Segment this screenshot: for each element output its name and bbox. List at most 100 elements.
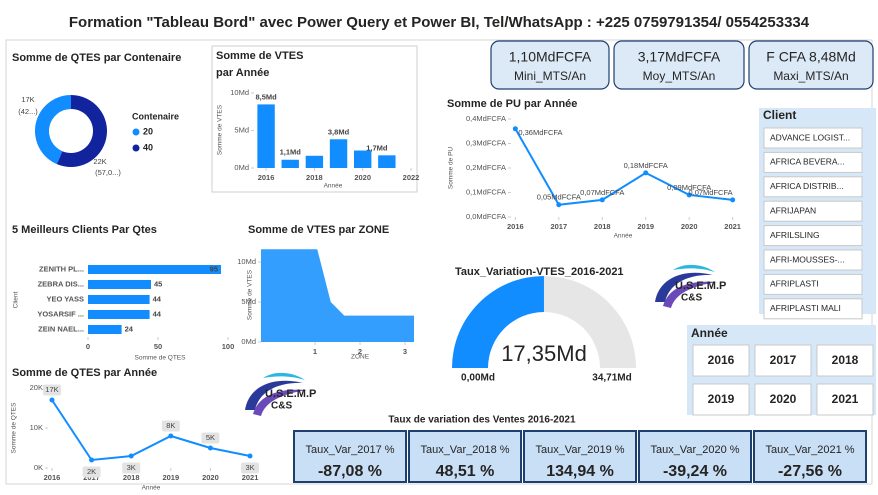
line-point bbox=[247, 453, 253, 459]
legend-marker bbox=[132, 144, 140, 152]
line-point bbox=[512, 126, 518, 132]
table-value: -27,56 % bbox=[778, 463, 842, 480]
logo-text: C&S bbox=[681, 293, 702, 304]
slicer-button[interactable] bbox=[692, 383, 750, 416]
data-label: 5K bbox=[206, 433, 215, 442]
line-point bbox=[49, 397, 55, 403]
slicer-item[interactable] bbox=[763, 151, 863, 173]
data-label: 17K bbox=[45, 385, 58, 394]
slicer-button-label: 2021 bbox=[832, 392, 859, 406]
y-tick-label: 0,0MdFCFA bbox=[466, 212, 506, 221]
data-label-bg bbox=[201, 432, 220, 444]
donut-slice bbox=[56, 95, 107, 168]
kpi-label: Maxi_MTS/An bbox=[773, 69, 848, 83]
bar bbox=[257, 104, 275, 168]
line bbox=[514, 128, 733, 206]
kpi-value: 3,17MdFCFA bbox=[638, 49, 721, 65]
line-point bbox=[168, 433, 174, 439]
chart-title: Somme de QTES par Année bbox=[12, 367, 157, 379]
bar bbox=[88, 265, 221, 274]
slicer-title: Année bbox=[691, 326, 728, 340]
table-value: 48,51 % bbox=[436, 463, 495, 480]
line-point bbox=[599, 197, 605, 203]
area bbox=[261, 249, 414, 342]
table-header: Taux_Var_2018 % bbox=[420, 444, 509, 456]
chart-title-text: Somme de VTES par Année bbox=[216, 50, 304, 79]
line-point bbox=[556, 202, 562, 208]
data-label: 22K bbox=[93, 157, 106, 166]
gauge-fill bbox=[452, 276, 544, 368]
table-cell bbox=[523, 430, 637, 483]
x-tick-label: 2020 bbox=[681, 222, 698, 231]
data-label: 0,05MdFCFA bbox=[537, 193, 581, 202]
slicer-item-label: AFRIPLASTI bbox=[770, 279, 819, 289]
y-tick-label: 10Md bbox=[237, 257, 256, 266]
slicer-item-label: ADVANCE LOGIST... bbox=[770, 132, 850, 142]
data-label-bg bbox=[161, 420, 180, 432]
y-tick-label: 10Md bbox=[230, 88, 249, 97]
y-axis-title: Client bbox=[13, 292, 20, 309]
slicer-item-label: AFRIJAPAN bbox=[770, 205, 816, 215]
slicer-item[interactable] bbox=[763, 273, 863, 295]
data-label: 95 bbox=[210, 264, 218, 273]
slicer-button[interactable] bbox=[692, 344, 750, 377]
x-axis-title: Année bbox=[324, 183, 343, 190]
y-tick-label: 0Md bbox=[241, 337, 256, 346]
kpi-label: Moy_MTS/An bbox=[643, 69, 716, 83]
bar bbox=[305, 155, 324, 168]
kpi-card bbox=[748, 40, 874, 90]
slicer-item-label: AFRILSLING bbox=[770, 230, 820, 240]
chart-title: 5 Meilleurs Clients Par Qtes bbox=[12, 224, 157, 236]
gauge-value: 17,35Md bbox=[501, 341, 587, 366]
slicer-item[interactable] bbox=[763, 298, 863, 320]
line-point bbox=[730, 197, 736, 203]
slicer-item[interactable] bbox=[763, 225, 863, 247]
bar bbox=[88, 295, 150, 304]
x-tick-label: 2018 bbox=[306, 173, 323, 182]
slicer-item[interactable] bbox=[763, 127, 863, 149]
line-point bbox=[89, 457, 95, 463]
kpi-card bbox=[613, 40, 745, 90]
slicer-button-label: 2019 bbox=[708, 392, 735, 406]
y-tick-label: ZEBRA DIS... bbox=[38, 279, 84, 288]
slicer-button[interactable] bbox=[816, 383, 874, 416]
y-tick-label: 0,1MdFCFA bbox=[466, 187, 506, 196]
y-tick-label: 5Md bbox=[241, 297, 256, 306]
data-label: 0,36MdFCFA bbox=[518, 128, 562, 137]
y-tick-label: 0,4MdFCFA bbox=[466, 114, 506, 123]
table-header: Taux_Var_2020 % bbox=[650, 444, 739, 456]
slicer-button[interactable] bbox=[816, 344, 874, 377]
x-tick-label: 2020 bbox=[354, 173, 371, 182]
table-cell bbox=[408, 430, 522, 483]
x-axis-title: Année bbox=[142, 485, 161, 492]
slicer-button-label: 2020 bbox=[770, 392, 797, 406]
x-tick-label: 2 bbox=[358, 347, 362, 356]
slicer-button[interactable] bbox=[754, 383, 812, 416]
y-axis-title: Somme de QTES bbox=[11, 402, 18, 454]
slicer-item[interactable] bbox=[763, 200, 863, 222]
data-label: 0,18MdFCFA bbox=[624, 161, 668, 170]
slicer-item[interactable] bbox=[763, 176, 863, 198]
x-tick-label: 2017 bbox=[550, 222, 567, 231]
slicer-button-label: 2017 bbox=[770, 353, 797, 367]
data-label: 8K bbox=[166, 421, 175, 430]
x-tick-label: 2018 bbox=[594, 222, 611, 231]
x-axis-title: Somme de QTES bbox=[135, 355, 187, 362]
slicer-item[interactable] bbox=[763, 249, 863, 271]
chart-title: Somme de VTES par Année bbox=[216, 50, 304, 79]
logo-text: C&S bbox=[271, 401, 292, 412]
data-label-percent: (57,0...) bbox=[95, 168, 121, 177]
chart-title: Somme de VTES par ZONE bbox=[248, 224, 389, 236]
data-label: 0,07MdFCFA bbox=[580, 188, 624, 197]
table-header: Taux_Var_2019 % bbox=[535, 444, 624, 456]
bar bbox=[329, 139, 348, 168]
chart-title: Somme de PU par Année bbox=[447, 98, 577, 110]
bar bbox=[88, 310, 150, 319]
slicer-button[interactable] bbox=[754, 344, 812, 377]
y-tick-label: 10K bbox=[30, 423, 43, 432]
y-tick-label: 0K bbox=[34, 463, 43, 472]
table-value: -87,08 % bbox=[318, 463, 382, 480]
x-tick-label: 2020 bbox=[202, 473, 219, 482]
donut-slice bbox=[34, 95, 71, 165]
logo-swoosh bbox=[673, 264, 715, 272]
